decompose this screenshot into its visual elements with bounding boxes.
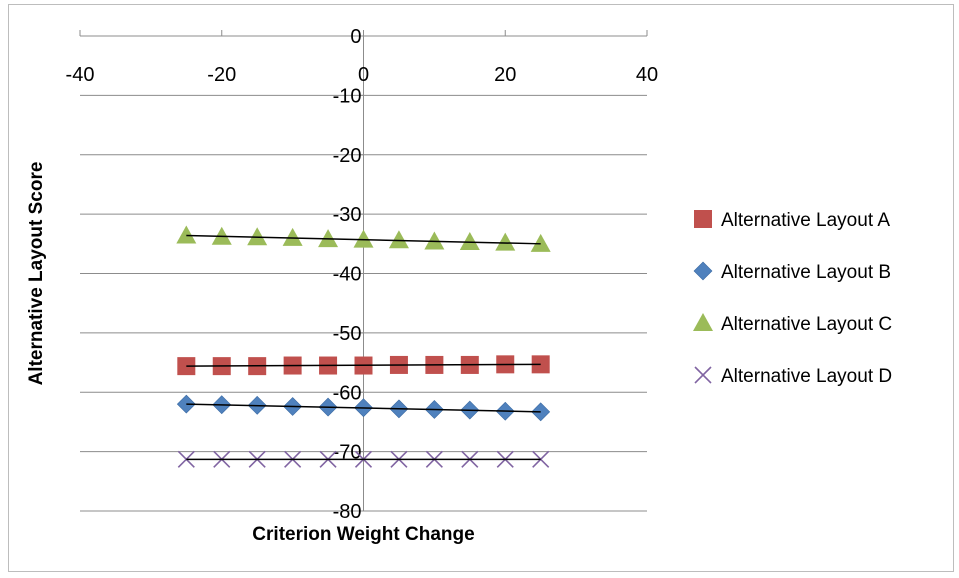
alternative-layout-c-triangle-marker bbox=[459, 232, 480, 251]
y-tick-label: -80 bbox=[333, 501, 362, 523]
legend-alternative-layout-d-icon bbox=[694, 366, 712, 384]
legend-alternative-layout-b-icon bbox=[693, 261, 713, 281]
y-tick-label: 0 bbox=[350, 26, 361, 48]
alternative-layout-c-triangle-marker bbox=[282, 227, 303, 246]
alternative-layout-c-triangle-marker bbox=[353, 229, 374, 248]
legend-alternative-layout-c-label: Alternative Layout C bbox=[721, 314, 892, 335]
chart-svg: -40 -20 0 20 400-10-20-30-40-50-60-70-80Crit… bbox=[26, 26, 892, 545]
legend-alternative-layout-d-label: Alternative Layout D bbox=[721, 366, 892, 387]
legend-alternative-layout-a-icon bbox=[694, 210, 712, 228]
alternative-layout-c-triangle-marker bbox=[495, 232, 516, 251]
chart-area: -40 -20 0 20 40 0 -10 -20 -30 -40 -50 -60 -70 -80 Crit… bbox=[8, 4, 954, 572]
alternative-layout-c-triangle-marker bbox=[247, 227, 268, 246]
alternative-layout-c-triangle-marker bbox=[424, 231, 445, 250]
alternative-layout-c-triangle-marker bbox=[388, 230, 409, 249]
x-tick-label: -40 bbox=[66, 64, 95, 86]
y-tick-label: -70 bbox=[333, 442, 362, 464]
alternative-layout-c-triangle-marker bbox=[176, 225, 197, 244]
x-tick-label: 0 bbox=[358, 64, 369, 86]
x-tick-label: 20 bbox=[494, 64, 516, 86]
legend-alternative-layout-b-label: Alternative Layout B bbox=[721, 262, 891, 283]
x-axis-title: Criterion Weight Change bbox=[252, 524, 474, 545]
alternative-layout-c-triangle-marker bbox=[318, 229, 339, 248]
y-tick-label: -20 bbox=[333, 145, 362, 167]
x-tick-label: 40 bbox=[636, 64, 658, 86]
alternative-layout-c-trendline bbox=[186, 234, 541, 245]
x-tick-label: -20 bbox=[207, 64, 236, 86]
y-tick-label: -10 bbox=[333, 85, 362, 107]
y-tick-label: -30 bbox=[333, 204, 362, 226]
alternative-layout-b-trendline bbox=[186, 403, 541, 413]
y-tick-label: -40 bbox=[333, 264, 362, 286]
y-tick-label: -60 bbox=[333, 382, 362, 404]
y-axis-title: Alternative Layout Score bbox=[26, 162, 47, 386]
legend-alternative-layout-a-label: Alternative Layout A bbox=[721, 210, 890, 231]
alternative-layout-c-triangle-marker bbox=[530, 233, 551, 252]
alternative-layout-a-trendline bbox=[186, 363, 541, 367]
legend-alternative-layout-c-icon bbox=[693, 313, 713, 331]
y-tick-label: -50 bbox=[333, 323, 362, 345]
x-marker-stroke bbox=[694, 366, 712, 384]
